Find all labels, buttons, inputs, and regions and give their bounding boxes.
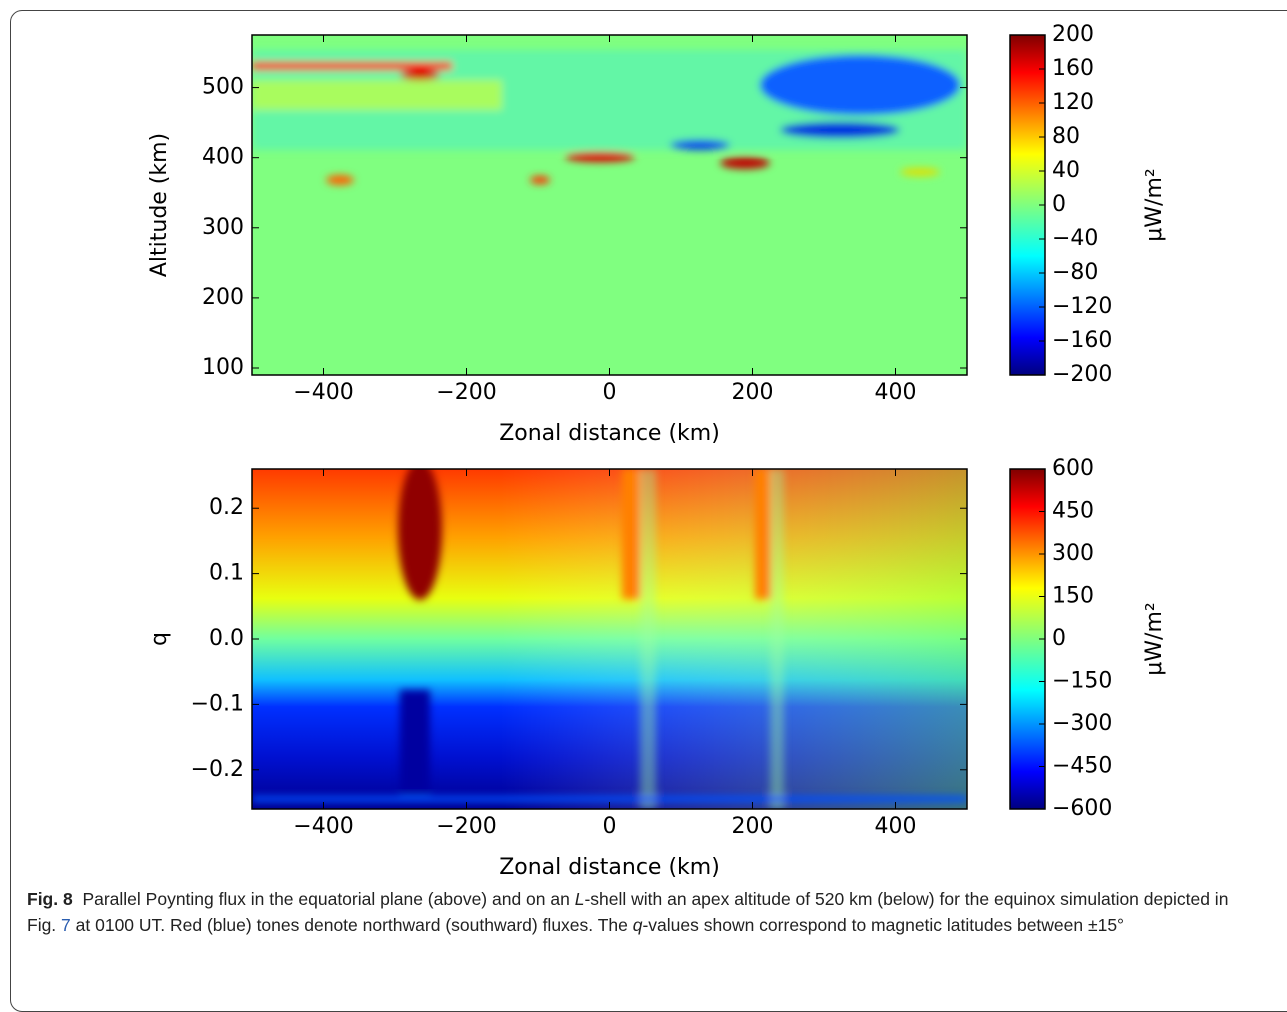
y-tick-label: 0.0 — [209, 626, 244, 651]
colorbar-tick-label: 300 — [1052, 541, 1094, 566]
colorbar-tick-label: 600 — [1052, 456, 1094, 481]
x-tick-label: −200 — [436, 380, 496, 405]
colorbar-tick-label: 160 — [1052, 56, 1094, 81]
y-tick-label: 200 — [202, 285, 244, 310]
y-tick-label: 400 — [202, 145, 244, 170]
colorbar-tick-label: −200 — [1052, 362, 1112, 387]
colorbar-tick-label: −80 — [1052, 260, 1098, 285]
x-tick-label: 200 — [732, 814, 774, 839]
colorbar-tick-label: −450 — [1052, 754, 1112, 779]
colorbar-tick-label: 200 — [1052, 22, 1094, 47]
colorbar-label: μW/m² — [1142, 602, 1167, 675]
caption-text: -values shown correspond to magnetic lat… — [642, 915, 1125, 935]
colorbar-tick-label: −600 — [1052, 796, 1112, 821]
y-tick-label: 0.2 — [209, 495, 244, 520]
figure-caption: Fig. 8 Parallel Poynting flux in the equ… — [27, 886, 1262, 938]
x-tick-label: −400 — [293, 380, 353, 405]
colorbar-tick-label: 150 — [1052, 584, 1094, 609]
x-tick-label: −200 — [436, 814, 496, 839]
y-tick-label: −0.2 — [191, 757, 244, 782]
colorbar-tick-label: 80 — [1052, 124, 1080, 149]
caption-text: q — [632, 915, 643, 935]
x-axis-label: Zonal distance (km) — [499, 855, 720, 880]
x-tick-label: 0 — [603, 814, 617, 839]
x-tick-label: 200 — [732, 380, 774, 405]
y-tick-label: 0.1 — [209, 561, 244, 586]
colorbar-tick-label: 120 — [1052, 90, 1094, 115]
colorbar-tick-label: −120 — [1052, 294, 1112, 319]
heatmap-field — [252, 35, 967, 375]
colorbar-tick-label: 450 — [1052, 499, 1094, 524]
caption-label: Fig. 8 — [27, 889, 73, 909]
caption-text: L — [574, 889, 585, 909]
colorbar-tick-label: −40 — [1052, 226, 1098, 251]
x-tick-label: 400 — [875, 380, 917, 405]
caption-text: at 0100 UT. Red (blue) tones denote nort… — [70, 915, 633, 935]
colorbar — [1009, 468, 1046, 810]
y-tick-label: 100 — [202, 355, 244, 380]
y-axis-label: Altitude (km) — [147, 133, 172, 277]
y-axis-label: q — [147, 632, 172, 646]
figure-link[interactable]: 7 — [61, 915, 71, 935]
colorbar-tick-label: −300 — [1052, 711, 1112, 736]
x-axis-label: Zonal distance (km) — [499, 421, 720, 446]
y-tick-label: 500 — [202, 75, 244, 100]
colorbar-tick-label: 0 — [1052, 192, 1066, 217]
x-tick-label: 0 — [603, 380, 617, 405]
colorbar-label: μW/m² — [1142, 168, 1167, 241]
y-tick-label: −0.1 — [191, 691, 244, 716]
colorbar-tick-label: −150 — [1052, 669, 1112, 694]
caption-text: -shell with an apex altitude of 520 km (… — [27, 889, 1229, 935]
colorbar-tick-label: −160 — [1052, 328, 1112, 353]
x-tick-label: 400 — [875, 814, 917, 839]
caption-text: Parallel Poynting flux in the equatorial… — [82, 889, 575, 909]
colorbar-tick-label: 0 — [1052, 626, 1066, 651]
y-tick-label: 300 — [202, 215, 244, 240]
x-tick-label: −400 — [293, 814, 353, 839]
colorbar-tick-label: 40 — [1052, 158, 1080, 183]
heatmap-field — [252, 469, 967, 809]
